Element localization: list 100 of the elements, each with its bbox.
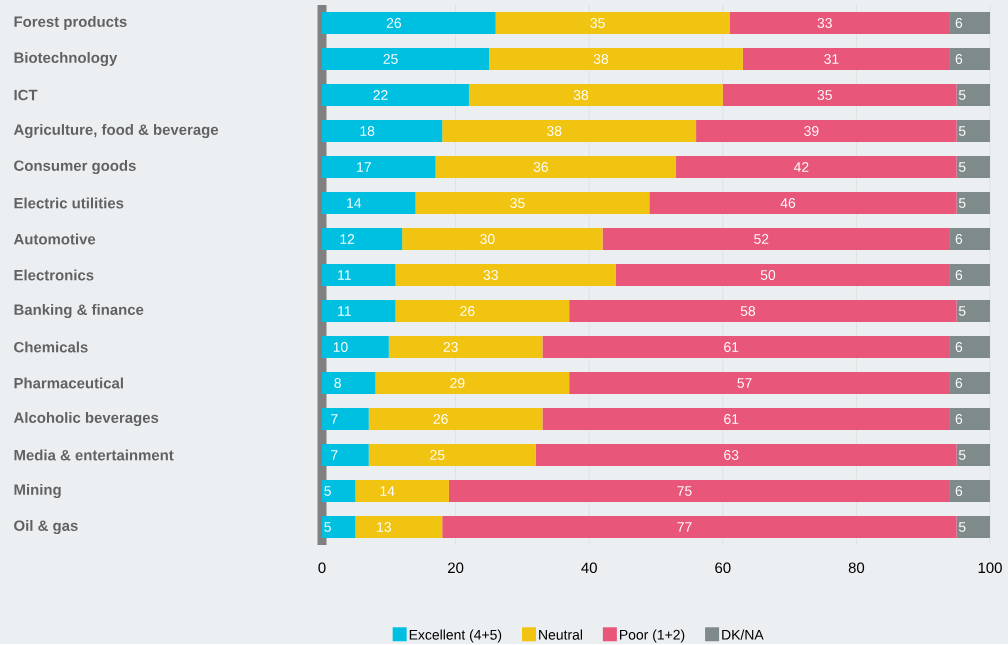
bar (949, 11, 990, 34)
bar (442, 119, 697, 142)
bar (949, 263, 990, 286)
bar (535, 443, 957, 466)
bar (442, 515, 957, 538)
bar (322, 155, 436, 178)
x-tick-label: 80 (848, 562, 865, 574)
data-label: 61 (724, 414, 739, 424)
x-tick-label: 60 (715, 562, 731, 574)
data-label: 52 (754, 234, 769, 244)
data-label: 14 (347, 198, 362, 208)
data-label: 57 (737, 378, 752, 388)
data-label: 6 (955, 342, 963, 352)
bar (375, 371, 570, 394)
data-label: 61 (724, 342, 739, 352)
data-label: 36 (533, 162, 548, 172)
data-label: 25 (383, 54, 398, 64)
data-label: 22 (373, 90, 388, 100)
data-label: 5 (958, 162, 966, 172)
bar (368, 443, 536, 466)
x-tick-label: 100 (978, 562, 1002, 574)
bar (569, 371, 950, 394)
y-tick-label: Banking & finance (14, 303, 144, 318)
data-label: 29 (450, 378, 465, 388)
bar (322, 119, 443, 142)
data-label: 39 (804, 126, 819, 136)
y-tick-label: Consumer goods (14, 159, 136, 174)
data-label: 5 (958, 450, 966, 460)
data-label: 35 (510, 198, 525, 208)
bar (395, 299, 570, 322)
y-tick-label: Pharmaceutical (14, 377, 123, 389)
legend-label: Poor (1+2) (620, 629, 685, 643)
bar (949, 47, 990, 70)
data-label: 6 (955, 54, 963, 64)
bar (742, 47, 950, 70)
data-label: 46 (780, 198, 796, 208)
bar (448, 479, 950, 502)
data-label: 26 (460, 306, 475, 316)
bar (322, 299, 396, 322)
bar (322, 263, 396, 286)
bar (322, 479, 356, 502)
bar (615, 263, 950, 286)
data-label: 25 (430, 450, 445, 460)
data-label: 6 (955, 414, 963, 424)
bar (956, 443, 990, 466)
data-label: 58 (740, 306, 756, 316)
y-tick-label: Alcoholic beverages (13, 411, 159, 426)
data-label: 63 (724, 450, 739, 460)
y-tick-label: Electric utilities (14, 197, 124, 209)
bar (355, 515, 443, 538)
y-tick-label: Forest products (14, 16, 127, 30)
bar (602, 227, 950, 250)
bar (388, 335, 543, 358)
data-label: 75 (677, 486, 692, 496)
data-label: 26 (386, 18, 402, 28)
bar (322, 371, 376, 394)
data-label: 6 (955, 270, 963, 280)
data-label: 5 (958, 90, 966, 100)
y-tick-label: Agriculture, food & beverage (13, 123, 219, 138)
data-label: 6 (955, 18, 963, 28)
data-label: 35 (817, 90, 832, 100)
bar (949, 479, 990, 502)
bar (468, 83, 723, 106)
y-tick-label: ICT (14, 89, 38, 101)
bar (696, 119, 957, 142)
data-label: 38 (546, 126, 562, 136)
bar (322, 407, 369, 430)
bar (322, 47, 489, 70)
data-label: 6 (955, 378, 963, 388)
bar (402, 227, 603, 250)
data-label: 30 (480, 234, 495, 244)
data-label: 5 (958, 306, 966, 316)
data-label: 31 (824, 54, 839, 64)
data-label: 23 (443, 342, 458, 352)
bar (956, 119, 990, 142)
data-label: 5 (958, 522, 966, 532)
bar (322, 11, 496, 34)
data-label: 35 (590, 18, 605, 28)
data-label: 42 (793, 162, 809, 172)
data-label: 5 (324, 486, 331, 496)
bar (949, 335, 990, 358)
bar (949, 407, 990, 430)
legend-label: DK/NA (722, 629, 764, 640)
data-label: 5 (958, 198, 966, 208)
data-label: 18 (360, 126, 375, 136)
bar (322, 191, 416, 214)
y-tick-label: Oil & gas (14, 519, 78, 534)
bar (322, 335, 389, 358)
bar (956, 155, 990, 178)
y-tick-label: Media & entertainment (14, 449, 174, 461)
bar (489, 47, 743, 70)
bar (435, 155, 677, 178)
x-tick-label: 40 (581, 562, 597, 574)
bar (956, 299, 990, 322)
y-tick-label: Chemicals (14, 341, 88, 353)
data-label: 77 (677, 522, 692, 532)
legend-label: Excellent (4+5) (409, 629, 502, 643)
bar (395, 263, 616, 286)
bar (956, 83, 990, 106)
data-label: 10 (333, 342, 348, 352)
